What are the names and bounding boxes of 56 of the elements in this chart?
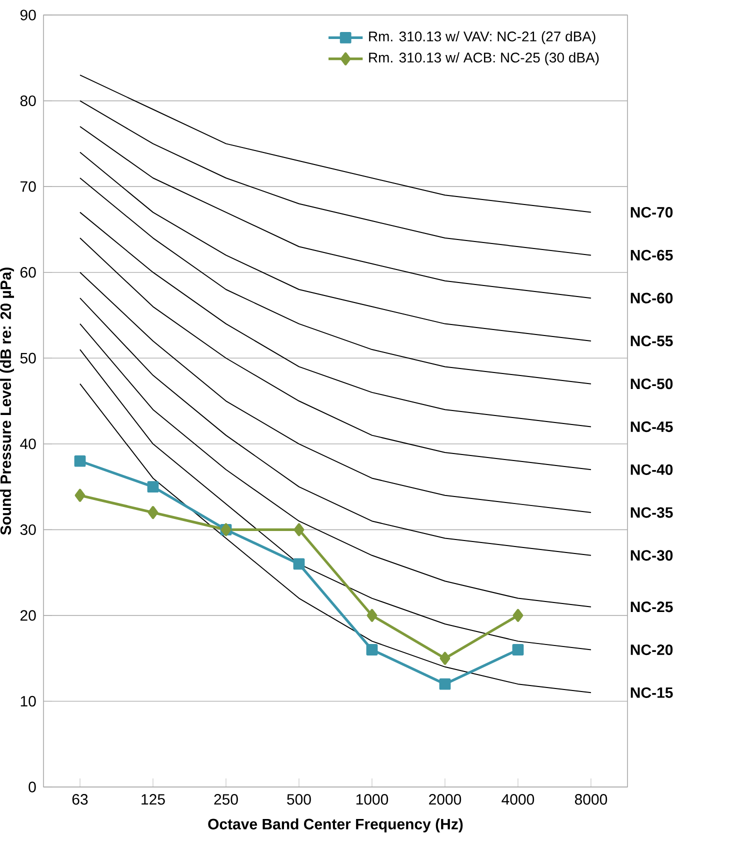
line-series (80, 323, 592, 608)
y-tick-label: 90 (20, 10, 36, 20)
x-axis-title: Octave Band Center Frequency (Hz) (208, 818, 463, 832)
x-tick-label: 250 (214, 794, 238, 805)
y-tick-label: 0 (28, 782, 36, 792)
line-series (80, 298, 592, 556)
point (294, 523, 304, 536)
x-tick-label: 8000 (574, 794, 608, 805)
text: NC-30 (630, 550, 673, 561)
text: NC-15 (630, 687, 673, 698)
x-tick-label: 63 (72, 794, 88, 805)
text: NC-70 (630, 206, 673, 218)
line-series (80, 212, 592, 428)
y-tick-label: 30 (20, 524, 36, 535)
text: NC-60 (630, 292, 673, 304)
x-tick-label: 4000 (502, 794, 534, 805)
line-series (80, 238, 592, 470)
y-tick-label: 10 (20, 696, 36, 707)
text: NC-65 (630, 250, 673, 261)
line-series (80, 177, 592, 384)
legend-label: Rm. 310.13 w/ VAV: NC-21 (27 dBA) (369, 31, 596, 44)
point (366, 644, 378, 656)
line-series (80, 152, 592, 342)
text: NC-55 (630, 336, 673, 346)
y-axis-title: Sound Pressure Level (dB re: 20 µPa) (0, 268, 14, 535)
x-tick-label: 2000 (429, 794, 462, 805)
text: NC-40 (630, 464, 673, 475)
y-tick-label: 80 (20, 95, 36, 106)
y-tick-label: 40 (20, 438, 36, 450)
point (148, 506, 158, 520)
point (440, 652, 450, 665)
x-tick-label: 500 (287, 794, 311, 805)
x-tick-label: 1000 (356, 794, 388, 805)
text: NC-35 (630, 507, 673, 518)
point (512, 644, 524, 656)
point (147, 481, 159, 492)
legend-label: Rm. 310.13 w/ ACB: NC-25 (30 dBA) (369, 52, 599, 66)
line-series (80, 272, 592, 514)
point (293, 558, 305, 570)
point (512, 608, 524, 622)
line-series (80, 100, 592, 256)
point (439, 678, 451, 690)
point (74, 455, 86, 467)
text: NC-45 (630, 421, 673, 432)
text: NC-20 (630, 644, 673, 656)
x-tick-label: 125 (142, 794, 165, 805)
line-series (80, 383, 592, 694)
point (366, 608, 378, 622)
line-series (80, 126, 592, 299)
y-tick-label: 50 (20, 352, 36, 364)
y-tick-label: 60 (20, 267, 36, 278)
y-tick-label: 70 (20, 181, 36, 192)
text: NC-25 (630, 602, 673, 612)
text: NC-50 (630, 378, 673, 390)
y-tick-label: 20 (20, 610, 36, 621)
point (74, 488, 86, 502)
